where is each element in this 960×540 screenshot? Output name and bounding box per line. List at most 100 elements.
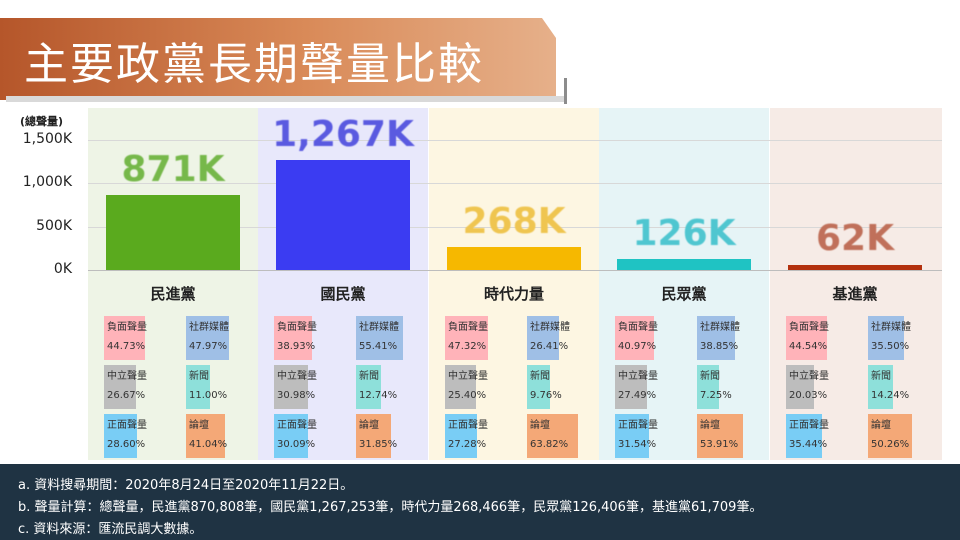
breakdown-card-news: 新聞 11.00% <box>186 365 264 409</box>
news-value: 14.24% <box>871 390 910 401</box>
neutral-value: 26.67% <box>107 390 146 401</box>
social-value: 38.85% <box>700 341 739 352</box>
breakdown-card-positive: 正面聲量 28.60% <box>104 414 182 458</box>
category-label: 時代力量 <box>483 285 544 303</box>
neutral-label: 中立聲量 <box>277 371 317 382</box>
bar <box>617 259 751 270</box>
forum-value: 53.91% <box>700 439 739 450</box>
bar <box>788 264 922 270</box>
bar-value-label: 268K <box>462 200 566 242</box>
breakdown-card-negative: 負面聲量 38.93% <box>274 316 352 360</box>
title-divider <box>564 78 567 104</box>
breakdown-card-positive: 正面聲量 35.44% <box>786 414 864 458</box>
category-label: 民眾黨 <box>661 285 707 303</box>
breakdown-card-social: 社群媒體 38.85% <box>697 316 775 360</box>
breakdown-card-neutral: 中立聲量 27.49% <box>615 365 693 409</box>
neutral-value: 30.98% <box>277 390 316 401</box>
bar-value-label: 1,267K <box>272 114 414 156</box>
breakdown-card-neutral: 中立聲量 25.40% <box>445 365 523 409</box>
breakdown-card-news: 新聞 7.25% <box>697 365 775 409</box>
breakdown-card-news: 新聞 14.24% <box>868 365 946 409</box>
news-value: 7.25% <box>700 390 732 401</box>
y-tick-label: 500K <box>36 217 72 234</box>
negative-value: 40.97% <box>618 341 657 352</box>
breakdown-card-social: 社群媒體 26.41% <box>527 316 605 360</box>
breakdown-card-social: 社群媒體 47.97% <box>186 316 264 360</box>
breakdown-card-forum: 論壇 41.04% <box>186 414 264 458</box>
negative-label: 負面聲量 <box>277 322 317 333</box>
negative-label: 負面聲量 <box>107 322 147 333</box>
news-label: 新聞 <box>530 371 550 382</box>
positive-value: 30.09% <box>277 439 316 450</box>
footnote-calculation: b. 聲量計算：總聲量，民進黨870,808筆，國民黨1,267,253筆，時代… <box>18 500 763 515</box>
news-label: 新聞 <box>871 371 891 382</box>
breakdown-card-news: 新聞 9.76% <box>527 365 605 409</box>
breakdown-card-social: 社群媒體 35.50% <box>868 316 946 360</box>
social-label: 社群媒體 <box>700 322 740 333</box>
social-label: 社群媒體 <box>871 322 911 333</box>
breakdown-card-negative: 負面聲量 47.32% <box>445 316 523 360</box>
breakdown-card-news: 新聞 12.74% <box>356 365 434 409</box>
breakdown-card-neutral: 中立聲量 20.03% <box>786 365 864 409</box>
breakdown-card-social: 社群媒體 55.41% <box>356 316 434 360</box>
positive-label: 正面聲量 <box>277 420 317 431</box>
y-axis-label: (總聲量) <box>20 115 64 128</box>
negative-label: 負面聲量 <box>618 322 658 333</box>
bar <box>276 160 410 270</box>
y-tick-label: 1,000K <box>22 174 72 191</box>
news-value: 12.74% <box>359 390 398 401</box>
bar-value-label: 62K <box>816 218 894 259</box>
news-label: 新聞 <box>189 371 209 382</box>
news-value: 11.00% <box>189 390 228 401</box>
positive-label: 正面聲量 <box>618 420 658 431</box>
neutral-value: 27.49% <box>618 390 657 401</box>
news-label: 新聞 <box>359 371 379 382</box>
category-label: 基進黨 <box>832 285 878 303</box>
y-tick-label: 0K <box>53 261 72 277</box>
breakdown-card-forum: 論壇 50.26% <box>868 414 946 458</box>
positive-value: 31.54% <box>618 439 657 450</box>
forum-label: 論壇 <box>530 420 550 431</box>
title-shadow <box>6 96 566 102</box>
breakdown-card-forum: 論壇 53.91% <box>697 414 775 458</box>
forum-value: 41.04% <box>189 439 228 450</box>
title-banner <box>0 18 556 100</box>
bar-value-label: 126K <box>632 213 736 255</box>
forum-label: 論壇 <box>189 420 209 431</box>
social-value: 47.97% <box>189 341 228 352</box>
neutral-label: 中立聲量 <box>618 371 658 382</box>
category-label: 國民黨 <box>320 285 366 303</box>
forum-label: 論壇 <box>700 420 720 431</box>
breakdown-card-positive: 正面聲量 30.09% <box>274 414 352 458</box>
forum-value: 31.85% <box>359 439 398 450</box>
neutral-value: 20.03% <box>789 390 828 401</box>
forum-value: 63.82% <box>530 439 569 450</box>
bar-value-label: 871K <box>121 148 225 190</box>
positive-label: 正面聲量 <box>107 420 147 431</box>
neutral-label: 中立聲量 <box>789 371 829 382</box>
negative-value: 47.32% <box>448 341 487 352</box>
gridline <box>88 183 942 185</box>
social-label: 社群媒體 <box>189 322 229 333</box>
positive-label: 正面聲量 <box>789 420 829 431</box>
breakdown-card-positive: 正面聲量 31.54% <box>615 414 693 458</box>
news-value: 9.76% <box>530 390 562 401</box>
footnote-panel: a. 資料搜尋期間：2020年8月24日至2020年11月22日。 b. 聲量計… <box>0 464 960 540</box>
negative-value: 44.73% <box>107 341 146 352</box>
y-tick-label: 1,500K <box>22 131 72 147</box>
forum-label: 論壇 <box>871 420 891 431</box>
gridline <box>88 140 942 141</box>
neutral-value: 25.40% <box>448 390 487 401</box>
negative-value: 38.93% <box>277 341 316 352</box>
negative-label: 負面聲量 <box>789 322 829 333</box>
breakdown-card-positive: 正面聲量 27.28% <box>445 414 523 458</box>
breakdown-card-neutral: 中立聲量 26.67% <box>104 365 182 409</box>
breakdown-card-forum: 論壇 31.85% <box>356 414 434 458</box>
neutral-label: 中立聲量 <box>448 371 488 382</box>
neutral-label: 中立聲量 <box>107 371 147 382</box>
bar <box>447 246 581 270</box>
forum-value: 50.26% <box>871 439 910 450</box>
news-label: 新聞 <box>700 371 720 382</box>
positive-value: 35.44% <box>789 439 828 450</box>
gridline <box>88 226 942 228</box>
